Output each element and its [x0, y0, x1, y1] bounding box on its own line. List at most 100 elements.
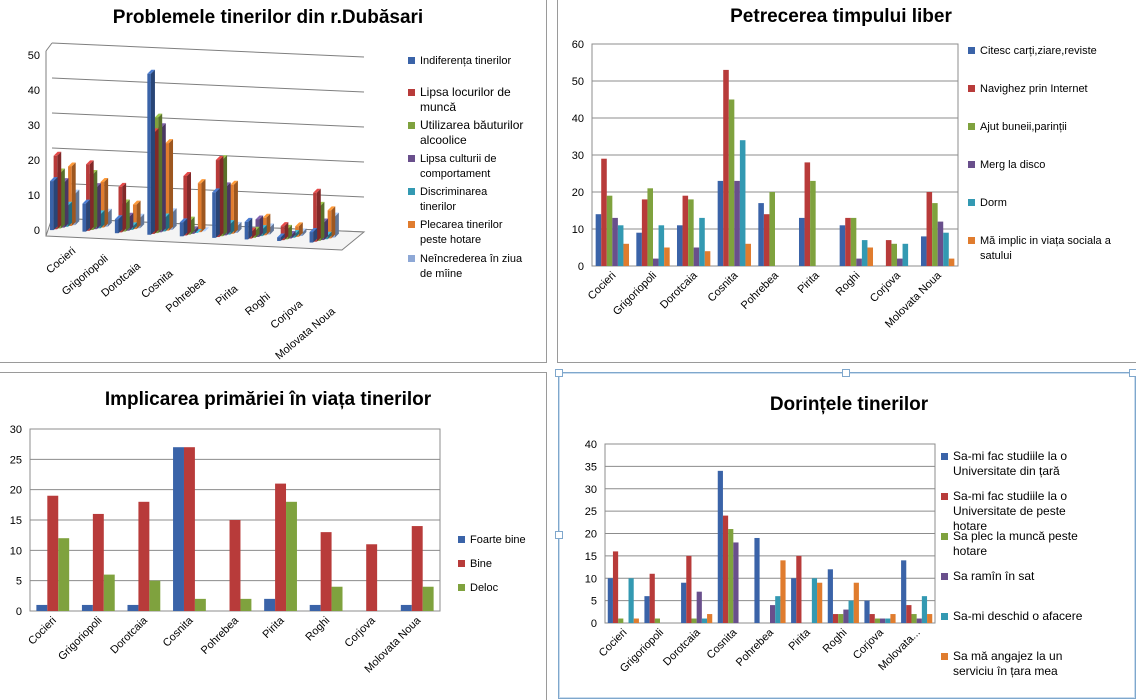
bar-dorm-cocieri [617, 225, 624, 266]
bar-top-plecarea-tinerilor-peste-hotare-corjova [295, 222, 303, 227]
bar-side-indiferen-a-tinerilor-cosnita [150, 69, 155, 235]
resize-handle-corner-tr[interactable] [1129, 369, 1136, 377]
bar-sa-plec-la-munc-peste-hotare-molovata [911, 614, 917, 623]
chart-panel-timp-liber[interactable]: Petrecerea timpului liber 0 10 20 30 40 50 60 Co… [557, 0, 1136, 363]
bar-top-discriminarea-tinerilor-pohrebea [194, 229, 202, 234]
chart-primarie: Implicarea primăriei în viața tinerilor 0… [10, 389, 526, 675]
legend-swatch-sa-mi-fac-studiile-la-o-universitate-din-ar [941, 453, 948, 460]
bar-bine-pirita [275, 483, 287, 611]
bar-sa-m-angajez-la-un-serviciu-n-ara-mea-roghi [853, 582, 859, 623]
legend-label-ajut-buneii-parin-ii: Ajut buneii,parinții [980, 121, 1067, 133]
bar-side-discriminarea-tinerilor-pirita [230, 220, 235, 235]
legend-label-sa-mi-fac-studiile-la-o-universitate-din-ar: Sa-mi fac studiile la o Universitate din … [953, 449, 1067, 478]
bar-side-lipsa-locurilor-de-munc-corjova [284, 222, 289, 241]
bar-foarte-bine-molovata-noua [400, 604, 412, 611]
bar-sa-m-angajez-la-un-serviciu-n-ara-mea-pohrebea [780, 560, 786, 623]
bar-m-implic-in-via-a-sociala-a-satului-dorotcaia [704, 251, 711, 266]
chart-panel-primarie[interactable]: Implicarea primăriei în viața tinerilor 0… [0, 372, 547, 700]
bar-sa-mi-fac-studiile-la-o-universitate-din-ar-grigoriopoli [644, 596, 650, 623]
bar-top-plecarea-tinerilor-peste-hotare-roghi [262, 213, 271, 218]
legend-swatch-ajut-buneii-parin-ii [968, 123, 975, 130]
bar-side-plecarea-tinerilor-peste-hotare-roghi [266, 213, 271, 236]
legend-swatch-dorm [968, 199, 975, 206]
chart-title: Problemele tinerilor din r.Dubăsari [113, 7, 423, 28]
y-tick-label: 10 [28, 190, 40, 202]
bar-top-lipsa-locurilor-de-munc-molovata-noua [313, 188, 321, 193]
resize-handle-left[interactable] [555, 531, 563, 539]
y-tick-label: 0 [16, 606, 22, 618]
legend-swatch-bine [458, 560, 465, 567]
legend-swatch-sa-mi-fac-studiile-la-o-universitate-de-peste-hotare [941, 493, 948, 500]
bar-dorm-dorotcaia [699, 217, 705, 266]
axis-corner [45, 42, 53, 52]
bar-citesc-car-i-ziare-reviste-cosnita [717, 180, 724, 266]
bar-side-plecarea-tinerilor-peste-hotare-corjova [298, 222, 303, 237]
chart-panel-problemele[interactable]: Problemele tinerilor din r.Dubăsari 0 10 20… [0, 0, 547, 363]
y-tick-label: 25 [585, 506, 597, 518]
legend-swatch-lipsa-culturii-de-comportament [408, 155, 415, 162]
category-label-cocieri: Cocieri [26, 615, 59, 648]
y-tick-label: 0 [591, 618, 597, 630]
bar-ajut-buneii-parin-ii-roghi [850, 217, 857, 266]
resize-handle-top[interactable] [842, 369, 850, 377]
chart-title: Dorințele tinerilor [770, 394, 929, 415]
legend-swatch-ne-ncrederea-n-ziua-de-m-ine [408, 255, 415, 262]
bar-bine-cosnita [183, 447, 195, 611]
bar-sa-ram-n-n-sat-roghi [843, 609, 849, 623]
bar-plecarea-tinerilor-peste-hotare-cocieri [68, 166, 72, 226]
legend-swatch-navighez-prin-internet [968, 85, 975, 92]
y-tick-label: 60 [572, 39, 584, 51]
bar-top-plecarea-tinerilor-peste-hotare-molovata-noua [327, 206, 336, 211]
bar-indiferen-a-tinerilor-corjova [277, 237, 281, 241]
bar-lipsa-locurilor-de-munc-molovata-noua [313, 192, 317, 242]
bar-indiferen-a-tinerilor-cosnita [147, 73, 151, 235]
bar-indiferen-a-tinerilor-cocieri [50, 181, 54, 231]
bar-top-indiferen-a-tinerilor-pohrebea [179, 218, 188, 223]
bar-sa-mi-fac-studiile-la-o-universitate-de-peste-hotare-grigoriopoli [649, 573, 655, 623]
bar-deloc-cocieri [58, 538, 70, 611]
bar-bine-grigoriopoli [92, 513, 104, 611]
bar-top-indiferen-a-tinerilor-dorotcaia [114, 215, 123, 220]
bar-top-plecarea-tinerilor-peste-hotare-pohrebea [197, 179, 206, 184]
legend-label-dorm: Dorm [980, 197, 1007, 209]
legend-swatch-sa-mi-deschid-o-afacere [941, 613, 948, 620]
bar-plecarea-tinerilor-peste-hotare-pohrebea [197, 183, 202, 233]
y-tick-label: 30 [28, 120, 40, 132]
legend-label-citesc-car-i-ziare-reviste: Citesc carți,ziare,reviste [980, 45, 1097, 57]
category-label-corjova: Corjova [851, 626, 887, 662]
legend-label-plecarea-tinerilor-peste-hotare: Plecarea tinerilor peste hotare [420, 219, 503, 246]
bar-navighez-prin-internet-molovata-noua [926, 192, 933, 266]
bar-navighez-prin-internet-pirita [804, 162, 811, 266]
y-tick-label: 20 [28, 155, 40, 167]
y-tick-label: 35 [585, 461, 597, 473]
bar-foarte-bine-pirita [264, 598, 276, 611]
bar-deloc-grigoriopoli [103, 574, 115, 611]
bar-merg-la-disco-dorotcaia [693, 247, 700, 266]
bar-sa-mi-fac-studiile-la-o-universitate-din-ar-cocieri [607, 578, 613, 623]
bar-top-indiferen-a-tinerilor-molovata-noua [309, 228, 318, 233]
bar-top-indiferen-a-tinerilor-roghi [244, 217, 253, 222]
category-label-pirita: Pirita [787, 626, 814, 653]
category-label-corjova: Corjova [342, 614, 378, 650]
bar-top-indiferen-a-tinerilor-grigoriopoli [82, 199, 91, 204]
bar-sa-plec-la-munc-peste-hotare-dorotcaia [691, 618, 697, 623]
bar-sa-ram-n-n-sat-dorotcaia [696, 591, 702, 623]
category-label-cocieri: Cocieri [44, 245, 78, 276]
legend-swatch-deloc [458, 584, 465, 591]
bar-plecarea-tinerilor-peste-hotare-grigoriopoli [100, 182, 105, 228]
bar-side-lipsa-culturii-de-comportament-corjova [291, 231, 296, 239]
bar-side-plecarea-tinerilor-peste-hotare-molovata-noua [331, 206, 336, 239]
y-tick-label: 30 [572, 150, 584, 162]
bar-ajut-buneii-parin-ii-grigoriopoli [647, 188, 653, 266]
y-tick-label: 40 [28, 85, 40, 97]
bar-side-discriminarea-tinerilor-cosnita [165, 213, 170, 232]
resize-handle-corner-tl[interactable] [555, 369, 563, 377]
bar-citesc-car-i-ziare-reviste-molovata-noua [920, 236, 927, 266]
bar-citesc-car-i-ziare-reviste-pohrebea [758, 203, 764, 266]
bar-side-lipsa-culturii-de-comportament-grigoriopoli [96, 183, 101, 230]
y-tick-label: 10 [572, 224, 584, 236]
bar-indiferen-a-tinerilor-grigoriopoli [82, 203, 87, 232]
y-tick-label: 0 [578, 261, 584, 273]
chart-panel-dorinte[interactable]: Dorințele tinerilor 0 5 10 15 20 25 30 35 40 Cocie… [555, 369, 1136, 699]
category-label-pirita: Pirita [796, 269, 823, 296]
